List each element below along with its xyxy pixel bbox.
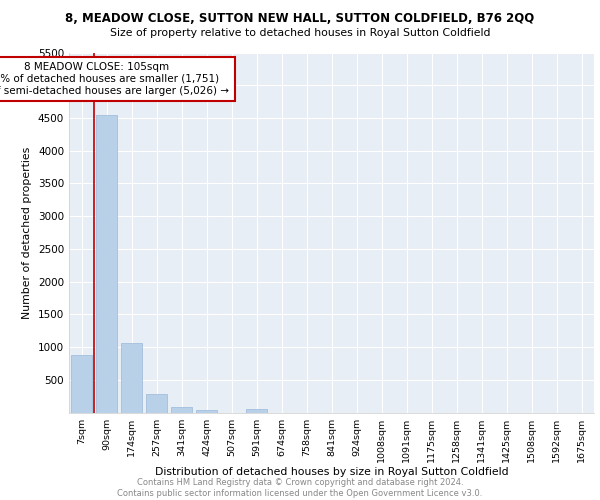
Bar: [96, 114, 117, 412]
Text: 8 MEADOW CLOSE: 105sqm
← 26% of detached houses are smaller (1,751)
74% of semi-: 8 MEADOW CLOSE: 105sqm ← 26% of detached…: [0, 62, 229, 96]
Bar: [121, 343, 142, 412]
Y-axis label: Number of detached properties: Number of detached properties: [22, 146, 32, 318]
Text: Size of property relative to detached houses in Royal Sutton Coldfield: Size of property relative to detached ho…: [110, 28, 490, 38]
Bar: [246, 409, 267, 412]
Bar: [71, 355, 92, 412]
Bar: [171, 406, 192, 412]
Text: Contains HM Land Registry data © Crown copyright and database right 2024.
Contai: Contains HM Land Registry data © Crown c…: [118, 478, 482, 498]
Bar: [146, 394, 167, 412]
Bar: [196, 410, 217, 412]
X-axis label: Distribution of detached houses by size in Royal Sutton Coldfield: Distribution of detached houses by size …: [155, 468, 508, 477]
Text: 8, MEADOW CLOSE, SUTTON NEW HALL, SUTTON COLDFIELD, B76 2QQ: 8, MEADOW CLOSE, SUTTON NEW HALL, SUTTON…: [65, 12, 535, 26]
